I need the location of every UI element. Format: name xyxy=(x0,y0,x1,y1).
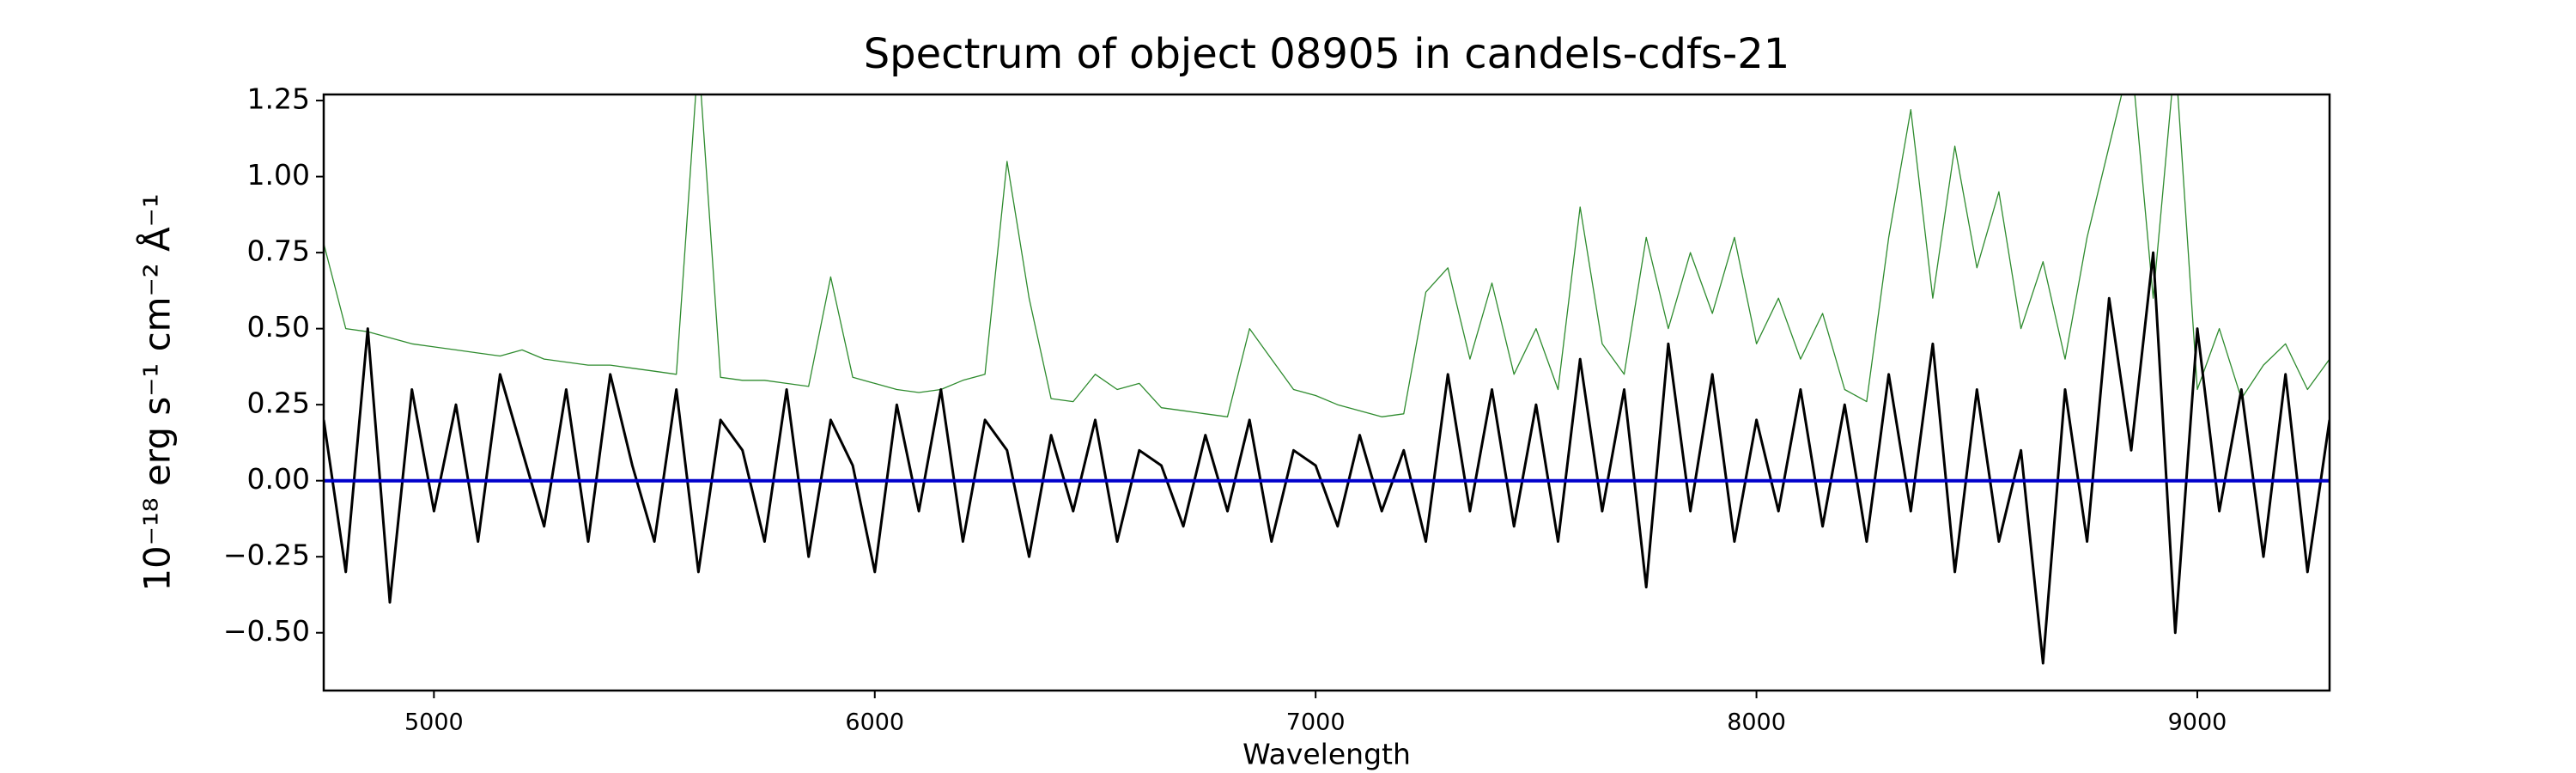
y-tick-label: 0.25 xyxy=(247,386,310,420)
y-axis-label: 10⁻¹⁸ erg s⁻¹ cm⁻² Å⁻¹ xyxy=(136,193,179,591)
spectrum-line xyxy=(324,94,2330,417)
plot-frame xyxy=(322,93,2331,692)
y-tick-label: −0.25 xyxy=(223,539,310,572)
y-tick-label: 0.75 xyxy=(247,234,310,268)
x-tick-label: 8000 xyxy=(1727,709,1786,736)
y-tick-label: 0.50 xyxy=(247,310,310,344)
y-tick-label: −0.50 xyxy=(223,614,310,648)
y-tick-label: 1.25 xyxy=(247,82,310,116)
x-tick-label: 5000 xyxy=(404,709,464,736)
plot-lines xyxy=(324,94,2330,665)
x-axis-label: Wavelength xyxy=(1242,738,1411,771)
x-tick-label: 7000 xyxy=(1286,709,1346,736)
y-tick-label: 0.00 xyxy=(247,462,310,496)
chart-title: Spectrum of object 08905 in candels-cdfs… xyxy=(864,30,1790,78)
spectrum-line xyxy=(324,251,2330,665)
x-tick-label: 9000 xyxy=(2168,709,2227,736)
y-tick-label: 1.00 xyxy=(247,158,310,192)
x-tick-label: 6000 xyxy=(845,709,904,736)
